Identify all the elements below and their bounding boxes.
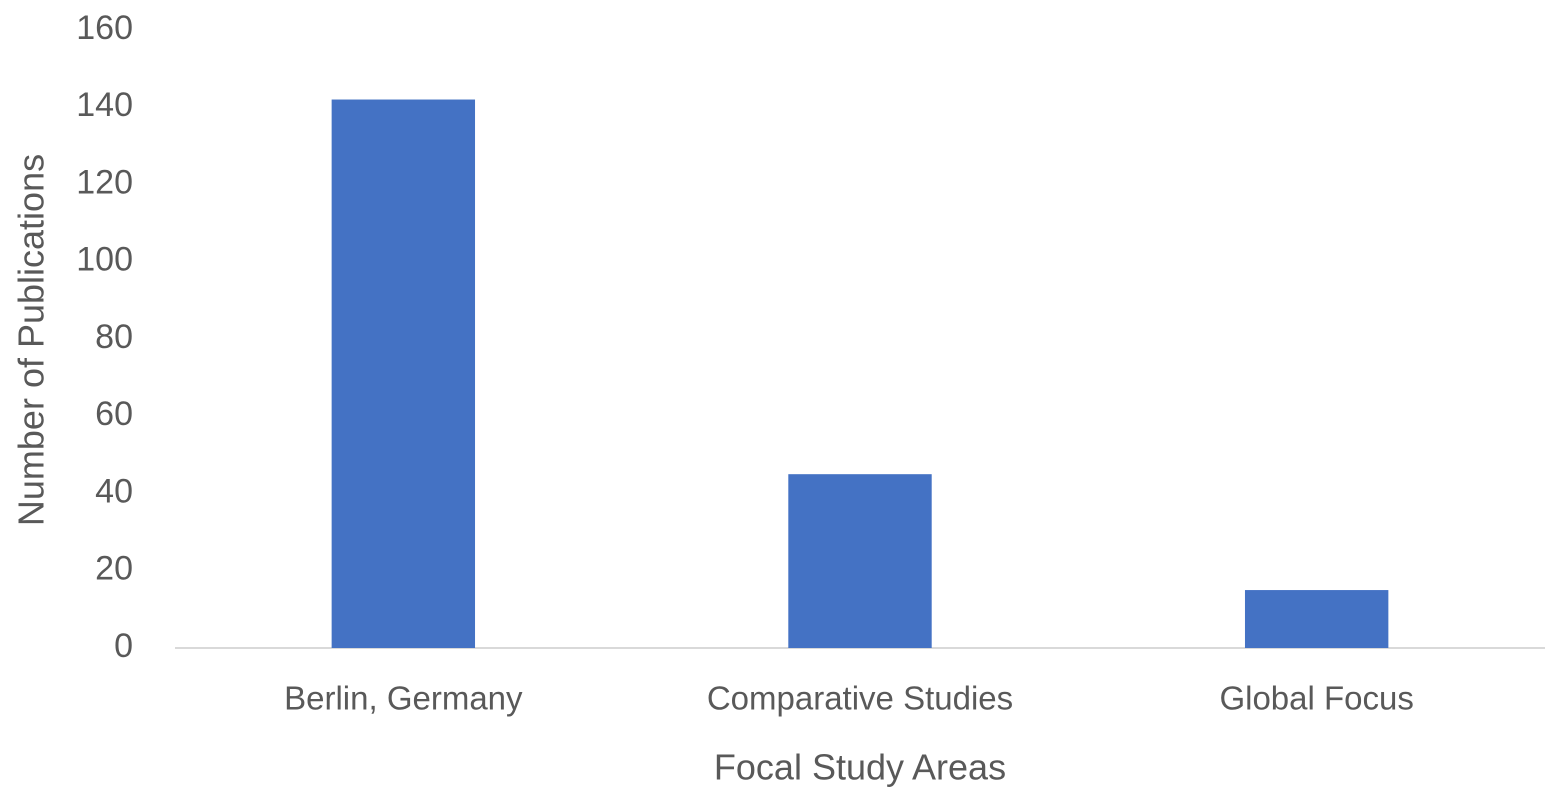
bar (788, 474, 932, 648)
bar (1244, 590, 1389, 648)
y-tick-label: 140 (76, 86, 133, 124)
y-tick-label: 60 (95, 395, 133, 433)
y-tick-label: 100 (76, 241, 133, 279)
y-tick-label: 160 (76, 9, 133, 47)
y-tick-label: 0 (114, 627, 133, 665)
x-tick-label: Comparative Studies (707, 680, 1013, 717)
bar (331, 99, 476, 648)
y-tick-label: 80 (95, 318, 133, 356)
y-axis-title: Number of Publications (11, 154, 52, 526)
y-tick-label: 40 (95, 472, 133, 510)
y-tick-label: 120 (76, 163, 133, 201)
y-tick-label: 20 (95, 550, 133, 588)
x-tick-label: Berlin, Germany (284, 680, 523, 717)
x-tick-label: Global Focus (1219, 680, 1413, 717)
x-axis-title: Focal Study Areas (714, 747, 1006, 788)
